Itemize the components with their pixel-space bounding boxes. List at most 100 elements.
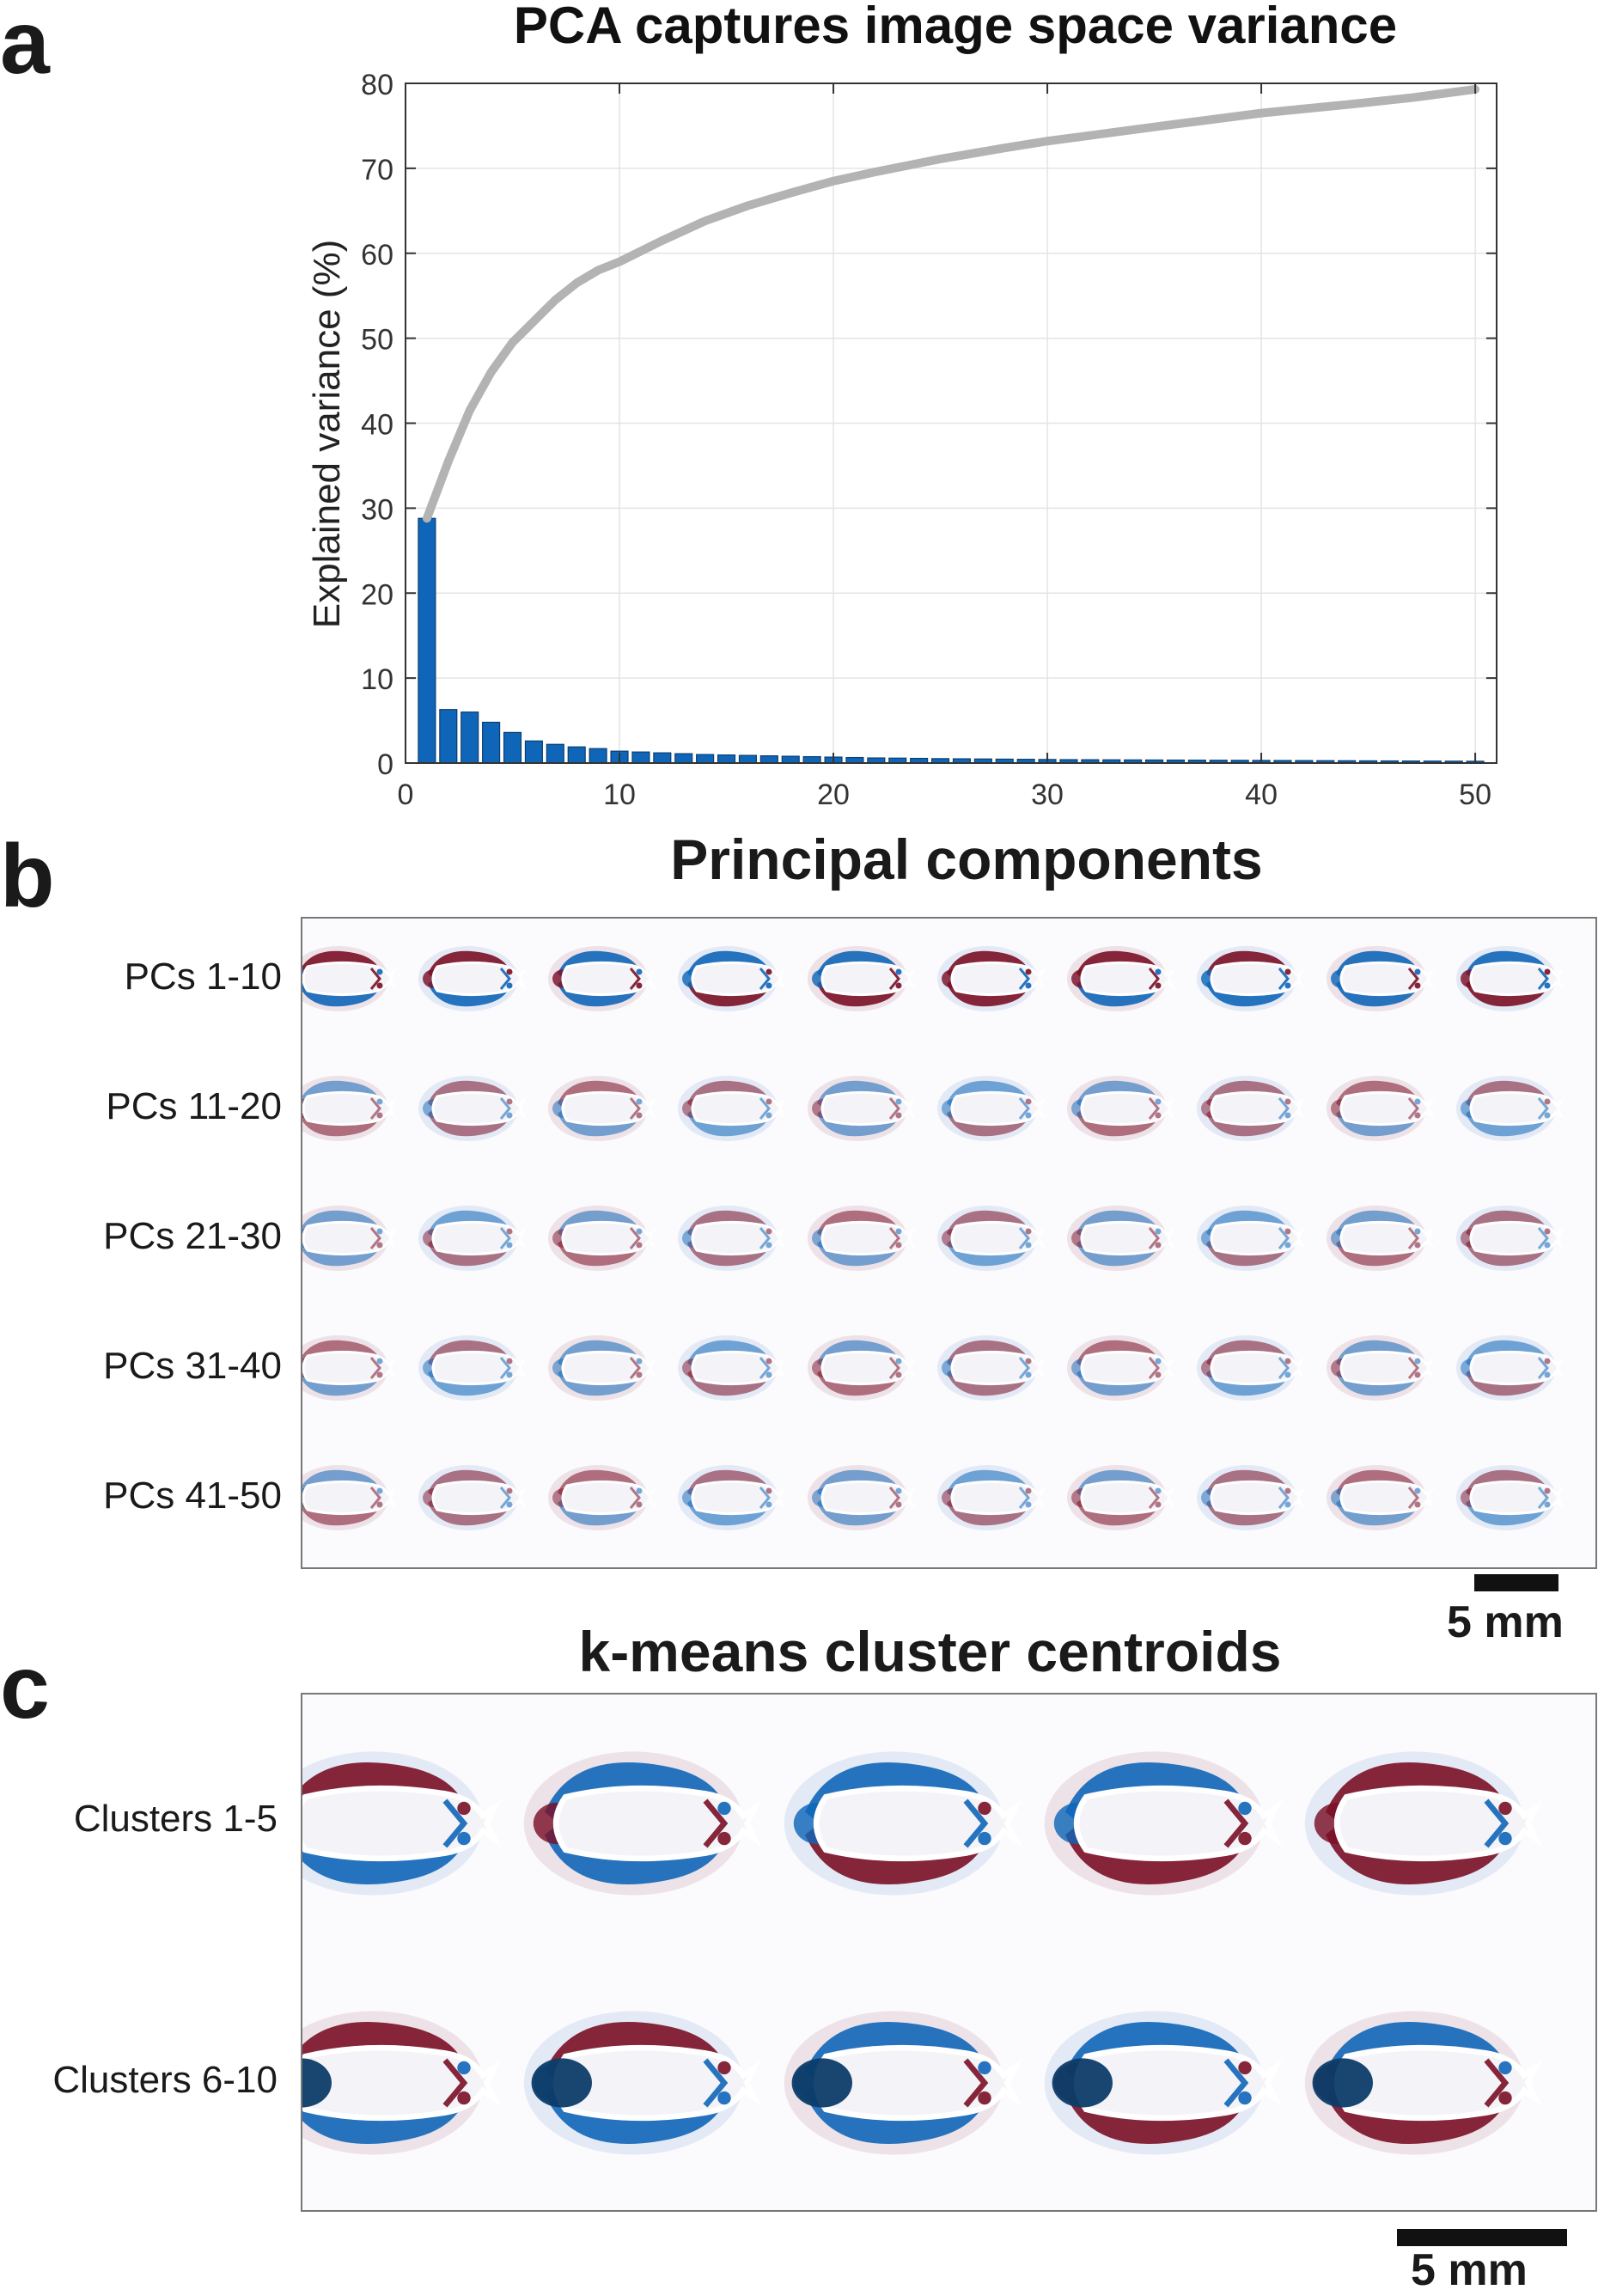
pc-scalebar-label: 5 mm [1447, 1597, 1564, 1647]
component-thumbnail [418, 1335, 527, 1401]
component-thumbnail [418, 946, 527, 1011]
component-thumbnail [302, 1206, 397, 1271]
pc-row-label-2: PCs 11-20 [106, 1085, 282, 1127]
component-thumbnail [1304, 2011, 1543, 2155]
component-thumbnail [937, 946, 1046, 1011]
component-thumbnail [1067, 946, 1175, 1011]
component-thumbnail [302, 1076, 397, 1141]
component-thumbnail [1197, 1076, 1305, 1141]
plot-frame [405, 82, 1497, 764]
component-thumbnail [1067, 1206, 1175, 1271]
component-thumbnail [302, 1465, 397, 1530]
variance-bar [567, 746, 586, 764]
x-tick-label: 20 [817, 779, 850, 811]
chart-axes: 0 10 20 30 40 50 60 70 80 0 10 20 30 40 50 [361, 69, 1497, 811]
panel-c-letter: c [0, 1638, 50, 1737]
x-tick-label: 50 [1459, 779, 1491, 811]
component-thumbnail [1327, 1465, 1435, 1530]
component-thumbnail [678, 1465, 786, 1530]
y-tick-label: 40 [361, 409, 393, 442]
component-thumbnail [937, 1076, 1046, 1141]
component-thumbnail [418, 1465, 527, 1530]
tail-blue-blob [302, 2058, 332, 2108]
cluster-image-grid [301, 1693, 1597, 2212]
component-thumbnail [1197, 946, 1305, 1011]
component-thumbnail [302, 946, 397, 1011]
component-thumbnail [1456, 1335, 1564, 1401]
component-thumbnail [302, 2011, 502, 2155]
component-thumbnail [1044, 2011, 1283, 2155]
component-thumbnail [937, 1206, 1046, 1271]
component-thumbnail [523, 2011, 762, 2155]
variance-bar [631, 751, 650, 764]
x-tick-label: 30 [1031, 779, 1064, 811]
pc-row-label-1: PCs 1-10 [124, 956, 282, 998]
component-thumbnail [523, 1751, 762, 1896]
component-thumbnail [1456, 1465, 1564, 1530]
variance-chart: PCA captures image space variance 0 10 20 3… [306, 0, 1497, 811]
variance-bar [589, 748, 607, 764]
x-tick-label: 10 [603, 779, 636, 811]
pc-row-label-3: PCs 21-30 [103, 1215, 282, 1257]
component-thumbnail [678, 946, 786, 1011]
component-thumbnail [418, 1206, 527, 1271]
component-thumbnail [548, 1465, 656, 1530]
component-thumbnail [548, 1076, 656, 1141]
component-thumbnail [678, 1206, 786, 1271]
tail-blue-blob [531, 2058, 592, 2108]
variance-bar [418, 517, 436, 764]
panel-b-title: Principal components [670, 827, 1263, 891]
pc-row-label-4: PCs 31-40 [103, 1345, 282, 1387]
component-thumbnail [1304, 1751, 1543, 1896]
variance-bar [738, 754, 757, 764]
variance-bar [460, 711, 479, 764]
y-tick-label: 10 [361, 663, 393, 696]
variance-bar [546, 743, 564, 764]
component-thumbnail [1067, 1076, 1175, 1141]
x-tick-label: 40 [1245, 779, 1278, 811]
component-thumbnail [937, 1335, 1046, 1401]
variance-bar [503, 731, 522, 764]
component-thumbnail [1044, 1751, 1283, 1896]
component-thumbnail [1327, 1335, 1435, 1401]
variance-bar [439, 709, 458, 764]
tail-blue-blob [1312, 2058, 1373, 2108]
variance-bar [802, 755, 821, 764]
cumulative-variance-line [422, 84, 1480, 523]
panel-b-letter: b [0, 827, 55, 926]
component-thumbnail [1197, 1206, 1305, 1271]
y-tick-label: 30 [361, 493, 393, 526]
component-thumbnail [1067, 1465, 1175, 1530]
tail-blue-blob [1052, 2058, 1113, 2108]
cluster-row-label-2: Clusters 6-10 [52, 2059, 278, 2101]
variance-bar [524, 740, 543, 764]
pc-image-grid [301, 917, 1597, 1569]
y-tick-label: 70 [361, 154, 393, 186]
chart-grid [405, 82, 1497, 764]
component-thumbnail [1197, 1465, 1305, 1530]
component-thumbnail [1456, 1076, 1564, 1141]
pc-scalebar [1474, 1574, 1558, 1591]
component-thumbnail [784, 1751, 1022, 1896]
cluster-image-svg [302, 1751, 1543, 2155]
variance-bar [781, 755, 800, 764]
component-thumbnail [1327, 946, 1435, 1011]
pc-row-label-5: PCs 41-50 [103, 1475, 282, 1517]
component-thumbnail [548, 1335, 656, 1401]
y-tick-label: 50 [361, 324, 393, 357]
variance-bar [717, 754, 736, 764]
chart-cumulative-line [422, 84, 1480, 523]
component-thumbnail [808, 946, 916, 1011]
variance-bar [696, 754, 715, 764]
variance-bar [482, 721, 501, 764]
variance-bar [674, 753, 693, 764]
y-axis-label: Explained variance (%) [306, 240, 348, 628]
cluster-scalebar [1397, 2229, 1567, 2246]
component-thumbnail [808, 1335, 916, 1401]
component-thumbnail [302, 1335, 397, 1401]
panel-a-letter: a [0, 0, 50, 93]
variance-bar [759, 754, 778, 764]
component-thumbnail [678, 1076, 786, 1141]
chart-title: PCA captures image space variance [514, 0, 1397, 54]
component-thumbnail [808, 1206, 916, 1271]
